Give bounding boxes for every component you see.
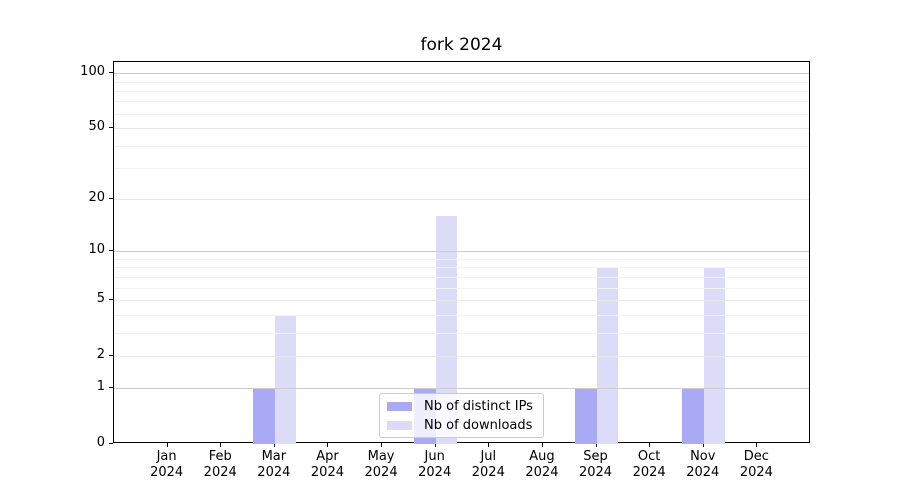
legend-label-downloads: Nb of downloads bbox=[424, 417, 533, 433]
x-tick-label-nov: Nov 2024 bbox=[686, 449, 720, 480]
x-tick-jun bbox=[434, 443, 436, 447]
x-tick-nov bbox=[702, 443, 704, 447]
y-tick-label-20: 20 bbox=[88, 190, 105, 206]
chart-title: fork 2024 bbox=[420, 35, 503, 55]
x-tick-oct bbox=[649, 443, 651, 447]
x-tick-label-jun: Jun 2024 bbox=[418, 449, 452, 480]
y-tick-label-2: 2 bbox=[96, 346, 105, 362]
x-tick-label-may: May 2024 bbox=[364, 449, 398, 480]
bar-mar-ips bbox=[253, 388, 275, 444]
x-tick-label-apr: Apr 2024 bbox=[310, 449, 344, 480]
y-tick-50 bbox=[109, 127, 113, 129]
y-tick-label-1: 1 bbox=[96, 379, 105, 395]
y-tick-0 bbox=[109, 443, 113, 444]
bar-sep-downloads bbox=[596, 267, 619, 444]
bar-sep-ips bbox=[575, 388, 597, 444]
legend-swatch-distinct-ips bbox=[387, 401, 412, 411]
bar-jun-downloads bbox=[435, 216, 458, 444]
y-tick-2 bbox=[109, 354, 113, 356]
bar-mar-downloads bbox=[274, 314, 297, 444]
legend-label-distinct-ips: Nb of distinct IPs bbox=[424, 398, 533, 414]
x-tick-label-jan: Jan 2024 bbox=[150, 449, 184, 480]
x-tick-label-sep: Sep 2024 bbox=[578, 449, 613, 480]
x-tick-may bbox=[381, 443, 383, 447]
legend-swatch-downloads bbox=[387, 420, 412, 430]
x-tick-label-dec: Dec 2024 bbox=[739, 449, 773, 480]
x-tick-jul bbox=[488, 443, 490, 447]
x-tick-sep bbox=[595, 443, 597, 447]
x-tick-label-mar: Mar 2024 bbox=[257, 449, 291, 480]
x-tick-label-aug: Aug 2024 bbox=[525, 449, 559, 480]
bar-nov-downloads bbox=[703, 267, 726, 444]
bars-layer bbox=[114, 62, 809, 444]
plot-area bbox=[113, 61, 810, 444]
x-tick-aug bbox=[541, 443, 543, 447]
x-tick-label-oct: Oct 2024 bbox=[632, 449, 666, 480]
y-tick-10 bbox=[109, 250, 113, 252]
y-tick-1 bbox=[109, 387, 113, 389]
x-tick-feb bbox=[220, 443, 222, 447]
x-tick-jan bbox=[166, 443, 168, 447]
x-tick-dec bbox=[756, 443, 758, 447]
y-tick-label-100: 100 bbox=[80, 64, 105, 80]
y-tick-label-0: 0 bbox=[96, 435, 105, 450]
x-tick-label-feb: Feb 2024 bbox=[203, 449, 237, 480]
bar-nov-ips bbox=[682, 388, 704, 444]
y-tick-5 bbox=[109, 299, 113, 300]
y-tick-label-50: 50 bbox=[88, 119, 105, 135]
x-tick-apr bbox=[327, 443, 329, 447]
y-tick-100 bbox=[109, 72, 113, 74]
legend-item-distinct-ips: Nb of distinct IPs bbox=[387, 397, 536, 416]
x-tick-mar bbox=[273, 443, 275, 447]
legend-item-downloads: Nb of downloads bbox=[387, 416, 536, 435]
y-tick-20 bbox=[109, 198, 113, 200]
y-tick-label-10: 10 bbox=[88, 242, 105, 258]
legend: Nb of distinct IPs Nb of downloads bbox=[379, 393, 544, 438]
y-tick-label-5: 5 bbox=[96, 291, 105, 306]
x-tick-label-jul: Jul 2024 bbox=[471, 449, 505, 480]
